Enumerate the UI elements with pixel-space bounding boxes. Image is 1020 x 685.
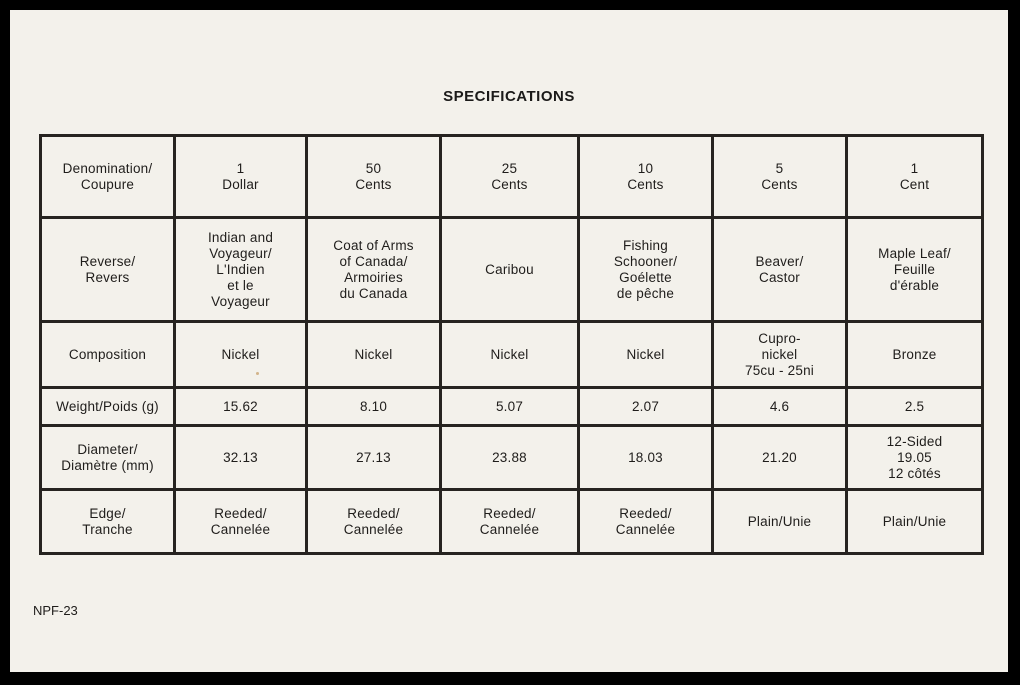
table-cell: 2.5 [845, 386, 984, 427]
table-cell: 4.6 [711, 386, 848, 427]
table-cell: Reeded/ Cannelée [305, 488, 442, 555]
paper-speck [256, 372, 259, 375]
table-cell: 15.62 [173, 386, 308, 427]
table-cell: 1 Cent [845, 134, 984, 219]
table-cell: 50 Cents [305, 134, 442, 219]
table-row-edge: Edge/ Tranche Reeded/ Cannelée Reeded/ Can… [39, 488, 984, 555]
table-cell: Nickel [305, 320, 442, 389]
table-cell: Cupro- nickel 75cu - 25ni [711, 320, 848, 389]
table-cell: Plain/Unie [845, 488, 984, 555]
table-cell: 8.10 [305, 386, 442, 427]
table-cell: 5.07 [439, 386, 580, 427]
table-row-diameter: Diameter/ Diamètre (mm) 32.13 27.13 23.88 18… [39, 424, 984, 491]
page-title: SPECIFICATIONS [443, 88, 575, 105]
row-label-weight: Weight/Poids (g) [39, 386, 176, 427]
table-cell: Maple Leaf/ Feuille d'érable [845, 216, 984, 323]
table-cell: Nickel [173, 320, 308, 389]
table-cell: 18.03 [577, 424, 714, 491]
table-cell: Reeded/ Cannelée [439, 488, 580, 555]
table-cell: 5 Cents [711, 134, 848, 219]
table-row-denomination: Denomination/ Coupure 1 Dollar 50 Cents 25 … [39, 134, 984, 219]
table-cell: Coat of Arms of Canada/ Armoiries du Can… [305, 216, 442, 323]
table-cell: 12-Sided 19.05 12 côtés [845, 424, 984, 491]
table-cell: Caribou [439, 216, 580, 323]
table-cell: 1 Dollar [173, 134, 308, 219]
table-cell: 27.13 [305, 424, 442, 491]
table-cell: Bronze [845, 320, 984, 389]
table-cell: Nickel [577, 320, 714, 389]
table-cell: Indian and Voyageur/ L'Indien et le Voya… [173, 216, 308, 323]
table-cell: Nickel [439, 320, 580, 389]
table-cell: Plain/Unie [711, 488, 848, 555]
table-row-reverse: Reverse/ Revers Indian and Voyageur/ L'In… [39, 216, 984, 323]
table-row-composition: Composition Nickel Nickel Nickel Nickel Cupro… [39, 320, 984, 389]
row-label-edge: Edge/ Tranche [39, 488, 176, 555]
table-cell: 25 Cents [439, 134, 580, 219]
table-cell: 10 Cents [577, 134, 714, 219]
row-label-diameter: Diameter/ Diamètre (mm) [39, 424, 176, 491]
table-cell: 23.88 [439, 424, 580, 491]
table-cell: Fishing Schooner/ Goélette de pêche [577, 216, 714, 323]
row-label-composition: Composition [39, 320, 176, 389]
table-cell: Reeded/ Cannelée [577, 488, 714, 555]
row-label-denomination: Denomination/ Coupure [39, 134, 176, 219]
specification-card: SPECIFICATIONS Denomination/ Coupure 1 Do… [10, 10, 1008, 672]
table-cell: Reeded/ Cannelée [173, 488, 308, 555]
specifications-table: Denomination/ Coupure 1 Dollar 50 Cents 25 … [39, 134, 984, 555]
document-code: NPF-23 [33, 603, 78, 618]
table-cell: 21.20 [711, 424, 848, 491]
table-cell: 32.13 [173, 424, 308, 491]
row-label-reverse: Reverse/ Revers [39, 216, 176, 323]
table-cell: 2.07 [577, 386, 714, 427]
table-row-weight: Weight/Poids (g) 15.62 8.10 5.07 2.07 4.6 2.5 [39, 386, 984, 427]
table-cell: Beaver/ Castor [711, 216, 848, 323]
